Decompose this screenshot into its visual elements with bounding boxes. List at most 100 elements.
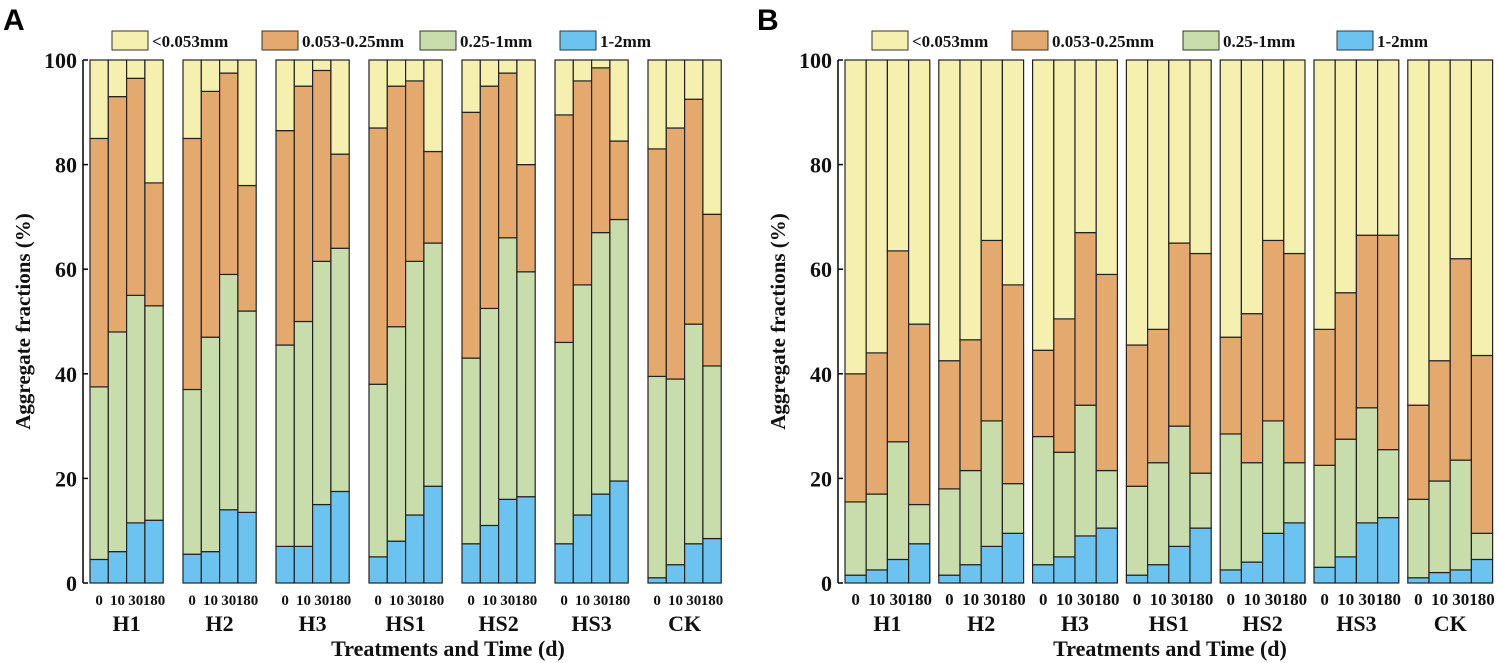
y-tick-label: 20 (55, 466, 77, 491)
bar-HS1-10d-0.053-0.25mm (386, 85, 407, 328)
bar-H1-30d-0.053-0.25mm (125, 77, 146, 296)
x-tick-label: 180 (906, 590, 932, 609)
bar-CK-10d-1-2mm (1428, 571, 1451, 584)
bar-H2-10d-1-2mm (959, 564, 982, 584)
bar-H2-0d-0.25-1mm (182, 388, 202, 555)
bar-HS3-0d-<0.053mm (1313, 59, 1336, 330)
bar-H1-30d-1-2mm (886, 558, 910, 584)
bar-HS3-0d-0.25-1mm (1313, 464, 1336, 568)
bar-H2-30d-1-2mm (219, 509, 239, 584)
bar-CK-180d-0.053-0.25mm (702, 213, 722, 367)
bar-H2-180d-0.25-1mm (1001, 483, 1025, 534)
bar-HS2-10d-0.053-0.25mm (1240, 313, 1264, 464)
bar-CK-0d-<0.053mm (647, 59, 667, 150)
group-label: H1 (113, 611, 141, 636)
y-tick-label: 80 (810, 153, 832, 178)
bar-HS1-0d-0.25-1mm (368, 383, 388, 558)
bar-CK-0d-0.25-1mm (647, 375, 667, 579)
bar-H1-0d-0.25-1mm (844, 501, 867, 576)
bar-H1-180d-1-2mm (144, 519, 164, 584)
bar-H3-180d-0.053-0.25mm (330, 153, 350, 249)
legend-label: <0.053mm (912, 32, 988, 51)
x-tick-label: 0 (1227, 590, 1236, 609)
bar-CK-10d-0.053-0.25mm (665, 127, 686, 380)
bar-HS2-30d-<0.053mm (498, 59, 518, 74)
bar-HS1-30d-0.25-1mm (405, 260, 425, 516)
bar-HS2-0d-<0.053mm (1219, 59, 1242, 338)
bar-HS2-30d-0.25-1mm (1261, 420, 1285, 534)
x-axis-title: Treatments and Time (d) (1053, 636, 1287, 661)
bar-H2-0d-<0.053mm (938, 59, 961, 362)
x-tick-label: 180 (608, 593, 631, 609)
bar-H3-30d-0.25-1mm (312, 260, 332, 506)
x-tick-label: 30 (1359, 590, 1376, 609)
bar-HS3-30d-0.25-1mm (1355, 407, 1379, 524)
legend-label: <0.053mm (152, 32, 228, 51)
x-tick-label: 0 (95, 593, 103, 609)
bar-HS1-30d-0.053-0.25mm (1168, 242, 1191, 427)
bar-HS1-10d-0.25-1mm (1146, 462, 1170, 566)
bar-H1-10d-1-2mm (865, 569, 889, 584)
bar-HS2-180d-0.053-0.25mm (1283, 252, 1306, 464)
bar-HS1-0d-1-2mm (1125, 574, 1149, 584)
legend-label: 0.25-1mm (1223, 32, 1295, 51)
panel-label: A (3, 4, 25, 37)
x-tick-label: 180 (329, 593, 352, 609)
bar-HS2-0d-1-2mm (461, 543, 481, 584)
bar-CK-30d-0.053-0.25mm (1449, 258, 1472, 461)
bar-HS1-0d-0.053-0.25mm (368, 127, 388, 385)
x-tick-label: 180 (1000, 590, 1026, 609)
x-tick-label: 10 (868, 590, 885, 609)
bar-H2-180d-<0.053mm (237, 59, 257, 187)
bar-H3-180d-<0.053mm (330, 59, 350, 155)
legend-swatch (1182, 30, 1220, 51)
bar-HS3-10d-1-2mm (572, 514, 593, 584)
bar-HS2-30d-1-2mm (498, 498, 518, 584)
x-tick-label: 0 (374, 593, 382, 609)
bar-HS3-180d-<0.053mm (609, 59, 629, 142)
bar-HS3-0d-0.053-0.25mm (1313, 328, 1336, 466)
x-tick-label: 0 (281, 593, 289, 609)
bar-H3-30d-<0.053mm (312, 59, 332, 72)
bar-H3-0d-1-2mm (275, 545, 295, 584)
bar-HS1-10d-1-2mm (386, 540, 407, 584)
x-tick-label: 10 (1244, 590, 1261, 609)
bar-H2-10d-<0.053mm (959, 59, 982, 341)
bar-CK-10d-0.25-1mm (665, 378, 686, 566)
bar-HS2-0d-0.053-0.25mm (461, 111, 481, 359)
x-tick-label: 30 (1452, 590, 1469, 609)
bar-H3-180d-0.25-1mm (1095, 469, 1118, 529)
bar-HS3-10d-0.053-0.25mm (572, 80, 593, 286)
bar-HS2-0d-0.25-1mm (1219, 433, 1242, 571)
x-tick-label: 10 (203, 593, 218, 609)
bar-H1-10d-0.25-1mm (865, 493, 889, 571)
bar-HS3-30d-0.053-0.25mm (1355, 234, 1379, 409)
bar-H3-0d-0.053-0.25mm (275, 130, 295, 346)
bar-H1-30d-<0.053mm (886, 59, 910, 252)
bar-CK-30d-0.25-1mm (683, 323, 704, 545)
bar-H2-0d-1-2mm (182, 553, 202, 584)
bar-H2-0d-0.25-1mm (938, 488, 961, 576)
bar-HS3-10d-<0.053mm (572, 59, 593, 82)
bar-HS3-30d-1-2mm (590, 493, 611, 584)
bar-HS2-180d-0.053-0.25mm (516, 164, 536, 273)
bar-HS3-30d-<0.053mm (590, 59, 611, 69)
x-tick-label: 30 (593, 593, 608, 609)
y-axis-title: Aggregate fractions (%) (766, 213, 790, 430)
bar-HS3-180d-0.25-1mm (1376, 449, 1400, 519)
x-tick-label: 10 (1337, 590, 1354, 609)
x-tick-label: 30 (686, 593, 701, 609)
bar-CK-180d-1-2mm (702, 537, 722, 584)
bar-CK-180d-0.25-1mm (702, 365, 722, 540)
x-tick-label: 180 (1469, 590, 1495, 609)
legend-swatch (871, 30, 909, 51)
bar-HS1-180d-0.053-0.25mm (423, 150, 443, 244)
bar-H2-10d-<0.053mm (200, 59, 221, 92)
legend-label: 0.053-0.25mm (1052, 32, 1154, 51)
bar-CK-0d-0.053-0.25mm (1407, 404, 1430, 500)
bar-H1-10d-0.053-0.25mm (865, 352, 889, 495)
bar-HS3-10d-1-2mm (1334, 556, 1357, 584)
bar-HS1-0d-0.25-1mm (1125, 485, 1149, 576)
x-tick-label: 30 (500, 593, 515, 609)
